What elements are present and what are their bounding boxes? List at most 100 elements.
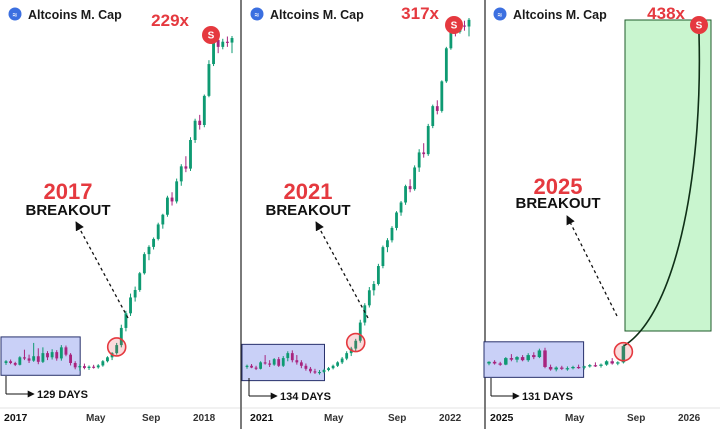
candle-body xyxy=(299,362,303,366)
x-tick-label: Sep xyxy=(388,413,406,424)
title-2021: ≈ Altcoins M. Cap xyxy=(250,7,364,22)
x-tick-label: May xyxy=(565,413,585,424)
candle-body xyxy=(46,353,49,358)
candle-body xyxy=(515,357,519,360)
candle-body xyxy=(318,371,321,374)
x-ticks-2025: 2025 May Sep 2026 xyxy=(490,412,701,424)
candle-body xyxy=(487,361,491,364)
candle-body xyxy=(621,346,626,363)
candle-body xyxy=(156,224,160,239)
candle-body xyxy=(390,227,394,241)
candle-body xyxy=(73,363,77,368)
candle-body xyxy=(138,273,142,290)
candle-body xyxy=(9,361,13,364)
brand-icon-glyph: ≈ xyxy=(498,11,503,20)
sell-badge xyxy=(202,26,220,44)
breakout-year: 2017 xyxy=(44,179,93,204)
candle-body xyxy=(313,371,317,373)
candle-body xyxy=(96,365,100,368)
candle-body xyxy=(309,368,312,372)
breakout-arrow xyxy=(75,221,129,319)
candle-body xyxy=(467,19,471,27)
candle-body xyxy=(304,365,308,369)
candle-body xyxy=(408,186,412,190)
breakout-arrow xyxy=(566,215,618,317)
candle-body xyxy=(142,254,146,274)
candle-body xyxy=(23,357,26,359)
brand-icon-glyph: ≈ xyxy=(13,11,18,20)
candle-body xyxy=(286,353,290,359)
accumulation-range-box xyxy=(0,336,81,376)
chart-title: Altcoins M. Cap xyxy=(270,8,364,22)
candle-body xyxy=(259,362,262,369)
x-tick-label: 2018 xyxy=(193,413,216,424)
candle-body xyxy=(520,357,525,361)
candle-body xyxy=(399,202,403,213)
candle-body xyxy=(216,39,220,47)
chart-title: Altcoins M. Cap xyxy=(513,8,607,22)
x-tick-label: May xyxy=(86,413,106,424)
x-tick-label: Sep xyxy=(142,413,160,424)
candle-body xyxy=(13,363,17,365)
sell-badge xyxy=(690,16,708,34)
candle-body xyxy=(161,214,165,225)
candle-body xyxy=(537,350,542,358)
candle-body xyxy=(36,356,40,362)
breakout-label: BREAKOUT xyxy=(266,202,351,219)
candle-body xyxy=(532,355,536,358)
candle-body xyxy=(272,359,276,365)
candle-body xyxy=(32,356,36,361)
sell-badge xyxy=(445,16,463,34)
candle-body xyxy=(268,363,272,365)
candle-body xyxy=(198,120,202,125)
candle-body xyxy=(115,345,119,354)
candle-body xyxy=(179,166,183,182)
candle-body xyxy=(413,167,417,190)
candles-2021 xyxy=(245,18,471,375)
chart-title: Altcoins M. Cap xyxy=(28,8,122,22)
panel-2017: ≈ Altcoins M. Cap 229x S 2017 BREAKOUT 1… xyxy=(0,0,240,429)
candle-body xyxy=(101,361,105,366)
candle-body xyxy=(560,367,564,369)
candle-body xyxy=(576,366,581,369)
x-tick-label: 2025 xyxy=(490,412,514,424)
multiplier-label: 438x xyxy=(647,4,685,23)
candle-body xyxy=(543,350,547,367)
brand-icon-glyph: ≈ xyxy=(255,11,260,20)
x-tick-label: 2022 xyxy=(439,413,462,424)
breakout-year: 2025 xyxy=(534,174,583,199)
candle-body xyxy=(593,365,598,367)
sell-badge-label: S xyxy=(208,31,215,42)
candle-body xyxy=(426,125,430,155)
candle-body xyxy=(64,347,68,355)
candle-body xyxy=(548,366,553,370)
candle-body xyxy=(225,41,229,43)
breakout-arrow xyxy=(315,221,369,319)
candle-body xyxy=(599,364,603,366)
candle-body xyxy=(498,363,502,365)
candle-body xyxy=(422,152,426,155)
breakout-circle xyxy=(345,332,366,353)
candle-body xyxy=(322,370,326,372)
days-label: 134 DAYS xyxy=(280,391,331,403)
candle-body xyxy=(616,362,620,364)
candle-body xyxy=(193,120,197,140)
candle-body xyxy=(345,353,349,359)
candle-body xyxy=(431,106,435,126)
candle-body xyxy=(386,240,389,248)
candle-body xyxy=(50,352,54,358)
breakout-label: BREAKOUT xyxy=(516,195,601,212)
candle-body xyxy=(463,25,466,27)
multiplier-label: 229x xyxy=(151,11,189,30)
candle-body xyxy=(610,361,614,364)
candle-body xyxy=(184,166,188,169)
breakout-circle xyxy=(106,337,127,357)
candle-body xyxy=(221,41,225,47)
candle-body xyxy=(263,362,267,364)
candle-body xyxy=(69,354,73,364)
candle-body xyxy=(133,289,137,298)
candle-body xyxy=(295,360,299,363)
candle-body xyxy=(604,361,609,365)
candle-body xyxy=(435,106,439,111)
candle-body xyxy=(504,358,508,365)
